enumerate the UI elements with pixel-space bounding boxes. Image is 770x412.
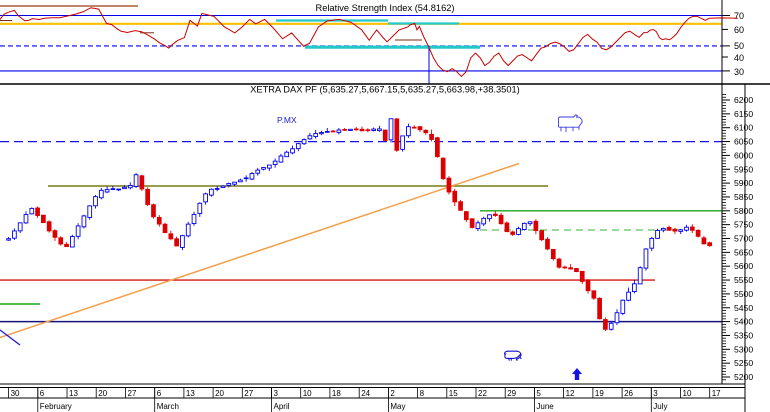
svg-text:6150: 6150	[734, 109, 753, 119]
svg-text:8: 8	[420, 389, 425, 398]
svg-text:12: 12	[566, 389, 575, 398]
svg-text:6000: 6000	[734, 150, 753, 160]
svg-text:29: 29	[507, 389, 516, 398]
svg-text:July: July	[653, 402, 667, 411]
svg-text:XETRA DAX PF (5,635.27,5,667.1: XETRA DAX PF (5,635.27,5,667.15,5,635.27…	[250, 85, 520, 95]
svg-text:6: 6	[157, 389, 162, 398]
svg-text:5350: 5350	[734, 330, 753, 340]
svg-text:2: 2	[390, 389, 395, 398]
svg-text:15: 15	[449, 389, 458, 398]
svg-text:13: 13	[69, 389, 78, 398]
svg-text:5500: 5500	[734, 289, 753, 299]
svg-text:5850: 5850	[734, 192, 753, 202]
svg-text:5450: 5450	[734, 303, 753, 313]
svg-text:40: 40	[734, 53, 744, 63]
svg-text:6: 6	[40, 389, 45, 398]
svg-text:5700: 5700	[734, 234, 753, 244]
svg-text:27: 27	[128, 389, 137, 398]
svg-text:5550: 5550	[734, 275, 753, 285]
svg-text:June: June	[536, 402, 554, 411]
svg-text:19: 19	[595, 389, 604, 398]
svg-text:5250: 5250	[734, 358, 753, 368]
svg-text:3: 3	[653, 389, 658, 398]
svg-text:6100: 6100	[734, 123, 753, 133]
svg-text:50: 50	[734, 41, 744, 51]
svg-text:5950: 5950	[734, 164, 753, 174]
svg-text:26: 26	[624, 389, 633, 398]
svg-text:17: 17	[712, 389, 721, 398]
svg-text:18: 18	[332, 389, 341, 398]
svg-text:20: 20	[215, 389, 224, 398]
svg-text:10: 10	[683, 389, 692, 398]
svg-text:5600: 5600	[734, 261, 753, 271]
svg-text:24: 24	[361, 389, 370, 398]
svg-text:5200: 5200	[734, 372, 753, 382]
svg-text:10: 10	[303, 389, 312, 398]
svg-text:27: 27	[244, 389, 253, 398]
svg-text:May: May	[390, 402, 405, 411]
svg-text:3: 3	[274, 389, 279, 398]
svg-text:Relative Strength Index (54.81: Relative Strength Index (54.8162)	[315, 3, 454, 13]
svg-text:30: 30	[11, 389, 20, 398]
svg-text:20: 20	[98, 389, 107, 398]
svg-text:60: 60	[734, 25, 744, 35]
svg-text:March: March	[157, 402, 179, 411]
svg-text:13: 13	[186, 389, 195, 398]
svg-text:P.MX: P.MX	[277, 115, 297, 125]
svg-text:5300: 5300	[734, 344, 753, 354]
svg-text:5900: 5900	[734, 178, 753, 188]
svg-text:5: 5	[536, 389, 541, 398]
svg-text:5650: 5650	[734, 247, 753, 257]
svg-text:6200: 6200	[734, 95, 753, 105]
svg-text:5400: 5400	[734, 317, 753, 327]
svg-text:30: 30	[734, 67, 744, 77]
svg-text:April: April	[274, 402, 290, 411]
svg-text:5750: 5750	[734, 220, 753, 230]
svg-text:5800: 5800	[734, 206, 753, 216]
svg-text:70: 70	[734, 11, 744, 21]
svg-text:22: 22	[478, 389, 487, 398]
svg-text:6050: 6050	[734, 137, 753, 147]
svg-text:February: February	[40, 402, 72, 411]
